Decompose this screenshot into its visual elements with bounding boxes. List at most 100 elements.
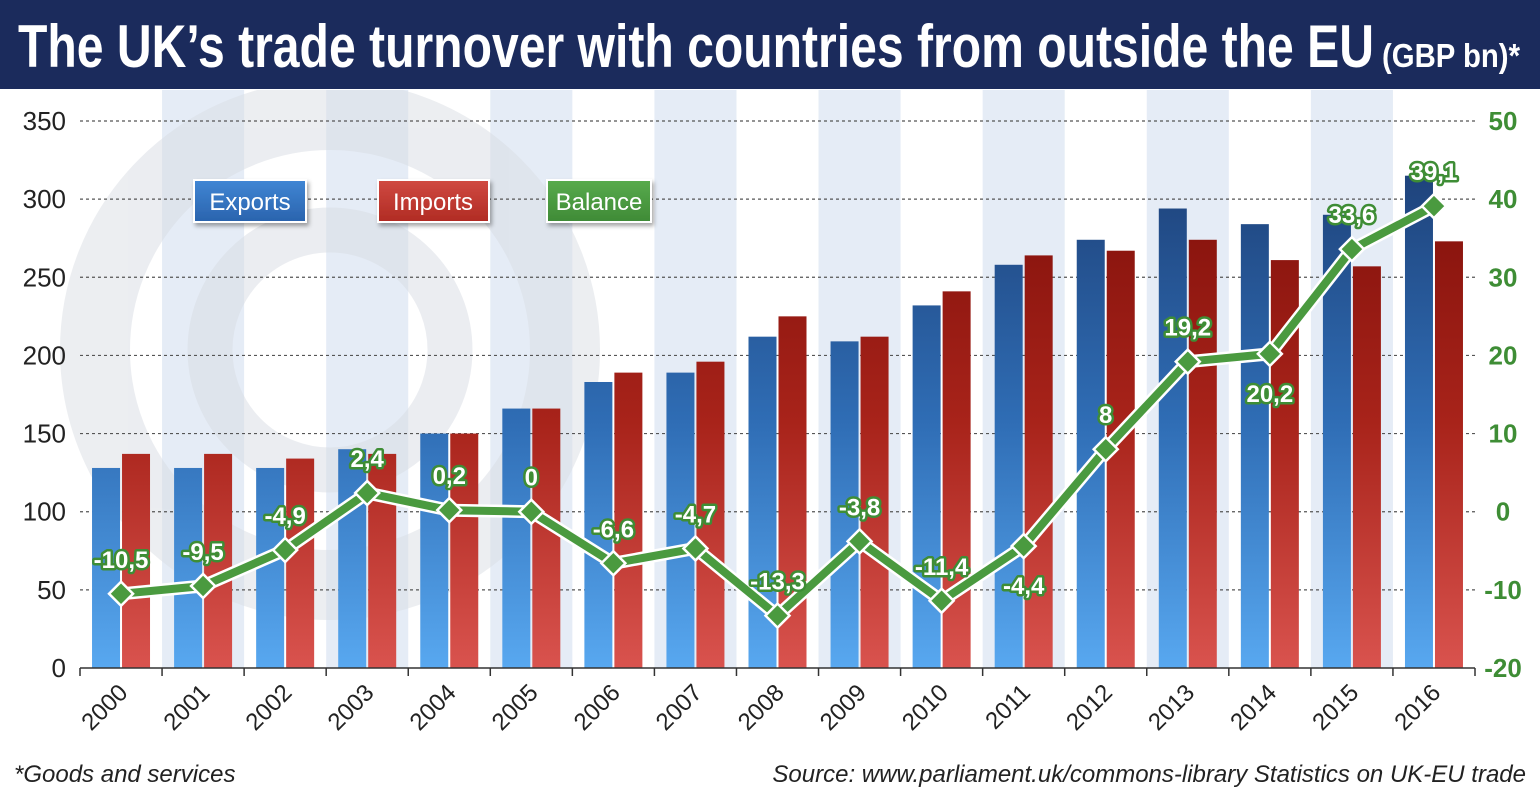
balance-data-label: 8 bbox=[1099, 402, 1112, 429]
balance-data-label: -4,7 bbox=[675, 501, 716, 528]
y-right-axis: -20 -10 0 10 20 30 40 50 bbox=[1484, 106, 1522, 683]
legend-label-balance: Balance bbox=[556, 189, 643, 216]
bar-imports bbox=[1434, 241, 1463, 668]
y-left-tick-label: 250 bbox=[23, 262, 66, 292]
footnote: *Goods and services bbox=[14, 761, 235, 788]
balance-data-label: 0 bbox=[525, 465, 538, 492]
balance-data-label: 33,6 bbox=[1329, 202, 1376, 229]
balance-data-labels: -10,5 -9,5 -4,9 2,4 0,2 0 -6,6 -4,7 -13,3 -3,8 -11… bbox=[91, 157, 1460, 603]
legend-swatch-exports bbox=[193, 179, 307, 223]
balance-point bbox=[189, 572, 217, 600]
balance-point bbox=[517, 497, 546, 526]
y-left-tick-label: 300 bbox=[23, 184, 66, 214]
balance-point bbox=[599, 549, 628, 578]
bar-imports bbox=[450, 433, 479, 668]
balance-point bbox=[107, 579, 135, 608]
balance-point bbox=[1174, 347, 1202, 376]
gridlines bbox=[80, 120, 1475, 591]
bar-exports bbox=[174, 467, 203, 668]
balance-data-label: 19,2 bbox=[1164, 315, 1211, 342]
bar-imports bbox=[122, 453, 151, 668]
balance-data-label: 39,1 bbox=[1411, 159, 1458, 186]
balance-data-label: 0,2 bbox=[433, 463, 466, 490]
bar-exports bbox=[1158, 208, 1187, 668]
legend-swatch-balance bbox=[546, 179, 652, 223]
chart-title: The UK’s trade turnover with countries f… bbox=[18, 13, 1374, 80]
bar-imports bbox=[1352, 266, 1381, 668]
header-band bbox=[0, 0, 1540, 89]
balance-data-label: -4,9 bbox=[264, 503, 305, 530]
y-right-tick-label: 20 bbox=[1489, 340, 1518, 370]
balance-data-label: -4,4 bbox=[1003, 573, 1045, 600]
bar-imports bbox=[204, 453, 233, 668]
y-left-tick-label: 350 bbox=[23, 106, 66, 136]
bar-imports bbox=[696, 361, 725, 668]
watermark-ring-outer bbox=[60, 90, 600, 620]
balance-data-label: 20,2 bbox=[1246, 381, 1293, 408]
balance-point bbox=[1009, 532, 1038, 560]
balance-point bbox=[271, 536, 299, 564]
legend-item-imports: Imports bbox=[377, 179, 490, 223]
legend-label-imports: Imports bbox=[393, 189, 473, 216]
balance-point bbox=[353, 479, 381, 507]
bar-exports bbox=[92, 467, 121, 668]
y-left-tick-label: 0 bbox=[52, 653, 66, 683]
bar-exports bbox=[830, 341, 859, 668]
y-left-axis: 0 50 100 150 200 250 300 350 bbox=[23, 106, 66, 683]
bar-exports bbox=[666, 372, 695, 668]
balance-point bbox=[1338, 235, 1366, 263]
bar-exports bbox=[994, 264, 1023, 668]
balance-point bbox=[1420, 192, 1448, 220]
bar-imports bbox=[286, 458, 315, 668]
balance-point bbox=[681, 534, 710, 563]
x-axis bbox=[79, 667, 1476, 676]
y-left-tick-label: 100 bbox=[23, 497, 66, 527]
bar-exports bbox=[1240, 224, 1269, 669]
balance-markers bbox=[107, 192, 1448, 630]
balance-data-label: -6,6 bbox=[593, 516, 634, 543]
bar-imports bbox=[860, 336, 889, 668]
y-right-tick-label: -20 bbox=[1484, 653, 1522, 683]
balance-data-label: -9,5 bbox=[182, 539, 223, 566]
balance-data-label: 2,4 bbox=[351, 446, 385, 473]
balance-point bbox=[763, 601, 792, 630]
watermark-ring-inner bbox=[187, 207, 473, 493]
balance-data-label: -10,5 bbox=[94, 547, 149, 574]
bar-exports bbox=[1404, 175, 1433, 668]
balance-point bbox=[927, 587, 956, 615]
legend-item-balance: Balance bbox=[546, 179, 652, 223]
bar-imports bbox=[614, 372, 643, 668]
balance-point bbox=[1091, 435, 1120, 463]
y-right-tick-label: 50 bbox=[1489, 106, 1518, 136]
y-right-tick-label: 30 bbox=[1489, 262, 1518, 292]
balance-data-label: -13,3 bbox=[750, 569, 805, 596]
y-left-tick-label: 200 bbox=[23, 340, 66, 370]
bar-imports bbox=[532, 408, 561, 668]
balance-point bbox=[435, 496, 464, 524]
y-right-tick-label: 0 bbox=[1496, 497, 1510, 527]
y-right-tick-label: 10 bbox=[1489, 419, 1518, 449]
y-left-tick-label: 50 bbox=[37, 575, 66, 605]
source-note: Source: www.parliament.uk/commons-librar… bbox=[772, 761, 1526, 788]
balance-data-label: -3,8 bbox=[839, 494, 880, 521]
bar-exports bbox=[502, 408, 531, 668]
chart-title-unit: (GBP bn)* bbox=[1382, 37, 1520, 74]
y-left-tick-label: 150 bbox=[23, 419, 66, 449]
bar-exports bbox=[420, 433, 449, 668]
balance-point bbox=[845, 527, 874, 556]
legend-label-exports: Exports bbox=[209, 189, 290, 216]
legend-item-exports: Exports bbox=[193, 179, 307, 223]
watermark bbox=[60, 90, 600, 620]
bar-series bbox=[92, 175, 1463, 669]
bar-exports bbox=[338, 449, 367, 668]
bar-imports bbox=[1024, 255, 1053, 669]
bar-imports bbox=[942, 291, 971, 668]
legend: Exports Imports Balance bbox=[193, 179, 652, 223]
bar-imports bbox=[1106, 250, 1135, 668]
legend-swatch-imports bbox=[377, 179, 490, 223]
y-right-tick-label: 40 bbox=[1489, 184, 1518, 214]
y-right-tick-label: -10 bbox=[1484, 575, 1522, 605]
bar-exports bbox=[256, 467, 285, 668]
balance-point bbox=[1256, 340, 1284, 368]
